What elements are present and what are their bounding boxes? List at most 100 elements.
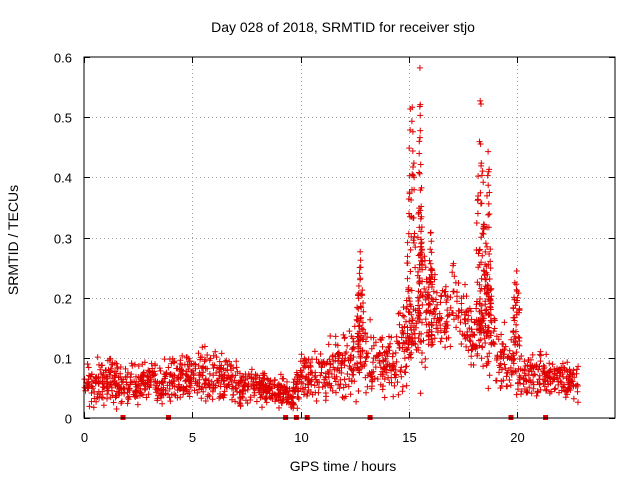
data-point [464,328,471,335]
data-point [409,128,416,135]
data-point [528,368,535,375]
data-point [476,261,483,268]
data-point [289,395,296,402]
data-point [216,358,223,365]
data-point [201,343,208,350]
data-point [210,352,217,359]
data-point [346,375,353,382]
data-point [513,281,520,288]
data-point [443,299,450,306]
data-point [99,384,106,390]
data-point [564,391,571,398]
data-point [159,379,165,386]
data-point [437,292,444,299]
data-point [510,357,517,364]
data-point [486,296,493,303]
data-point [564,368,571,375]
data-point [405,288,412,295]
data-point [514,288,521,295]
data-point [313,398,320,404]
data-point [487,286,494,293]
data-point [134,401,141,408]
data-point [357,355,364,361]
data-point [528,390,535,397]
data-point [485,182,492,189]
data-point [434,301,441,308]
data-point [510,328,517,334]
data-point [215,379,222,386]
data-point [551,366,558,372]
data-point [506,347,513,354]
data-point [175,376,182,383]
data-point [418,224,425,231]
data-point [555,381,562,388]
data-point [183,387,190,394]
data-point [540,362,547,369]
data-point [457,328,463,335]
data-point [407,106,414,112]
data-point [527,377,534,384]
data-point [428,249,435,256]
data-point [404,303,411,310]
data-point [165,391,171,398]
data-point [453,324,460,331]
data-point [336,385,343,392]
data-point [488,285,495,292]
data-point [524,388,530,394]
data-point [418,213,425,220]
data-point [210,365,217,372]
data-point [162,371,169,378]
data-point [408,311,415,318]
data-point [233,358,240,365]
data-point [276,404,282,411]
data-point [540,368,546,374]
data-point [202,398,209,404]
data-point [407,301,414,308]
data-point [414,234,421,241]
data-point [396,344,403,351]
data-point [323,379,330,386]
data-point [237,370,243,377]
data-point [387,340,394,347]
data-point [259,404,265,411]
data-point [326,380,333,387]
data-point [485,168,492,175]
data-point [556,389,562,396]
data-point [428,265,435,272]
data-point [343,349,350,356]
data-point [254,372,261,379]
data-point [163,370,170,377]
data-point [508,371,515,378]
data-point [567,379,574,386]
data-point [365,350,371,357]
data-point [457,319,464,326]
data-point [141,386,148,393]
data-point [218,350,225,357]
data-point [112,394,119,401]
data-point [332,353,339,360]
data-point [359,347,366,354]
data-point [111,377,118,384]
data-point [466,337,473,344]
data-point [360,336,367,342]
data-point [184,354,191,361]
data-point [145,391,152,398]
data-point [513,349,520,356]
data-point [124,394,131,401]
data-point [529,351,536,358]
data-point [416,64,423,71]
data-point [450,288,457,295]
data-point [145,367,152,374]
data-point [559,371,566,377]
data-point [403,318,409,325]
data-point [156,365,163,372]
data-point [429,341,436,348]
data-point [396,321,403,328]
data-point [173,365,180,372]
data-point [372,339,379,346]
data-point [533,392,540,399]
data-point [204,393,211,400]
data-point [190,360,197,367]
data-point [383,348,390,355]
